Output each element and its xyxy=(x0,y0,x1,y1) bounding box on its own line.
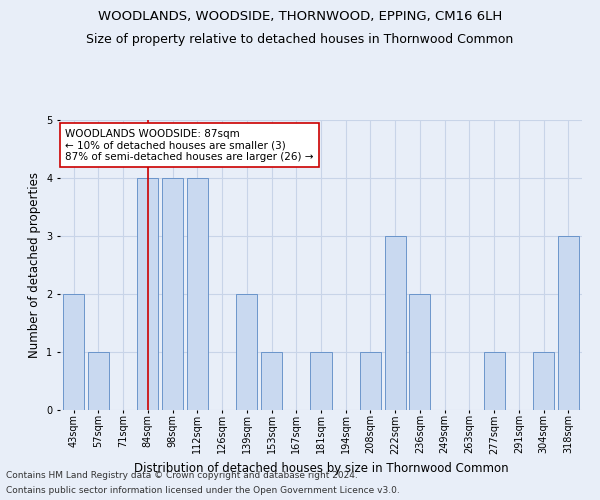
Text: Contains HM Land Registry data © Crown copyright and database right 2024.: Contains HM Land Registry data © Crown c… xyxy=(6,471,358,480)
Bar xyxy=(409,294,430,410)
Bar xyxy=(261,352,282,410)
Bar xyxy=(310,352,332,410)
Bar xyxy=(236,294,257,410)
X-axis label: Distribution of detached houses by size in Thornwood Common: Distribution of detached houses by size … xyxy=(134,462,508,475)
Text: WOODLANDS WOODSIDE: 87sqm
← 10% of detached houses are smaller (3)
87% of semi-d: WOODLANDS WOODSIDE: 87sqm ← 10% of detac… xyxy=(65,128,314,162)
Bar xyxy=(137,178,158,410)
Text: Contains public sector information licensed under the Open Government Licence v3: Contains public sector information licen… xyxy=(6,486,400,495)
Bar xyxy=(162,178,183,410)
Text: WOODLANDS, WOODSIDE, THORNWOOD, EPPING, CM16 6LH: WOODLANDS, WOODSIDE, THORNWOOD, EPPING, … xyxy=(98,10,502,23)
Text: Size of property relative to detached houses in Thornwood Common: Size of property relative to detached ho… xyxy=(86,32,514,46)
Bar xyxy=(533,352,554,410)
Bar xyxy=(558,236,579,410)
Bar xyxy=(187,178,208,410)
Y-axis label: Number of detached properties: Number of detached properties xyxy=(28,172,41,358)
Bar xyxy=(63,294,84,410)
Bar xyxy=(484,352,505,410)
Bar xyxy=(88,352,109,410)
Bar xyxy=(360,352,381,410)
Bar xyxy=(385,236,406,410)
